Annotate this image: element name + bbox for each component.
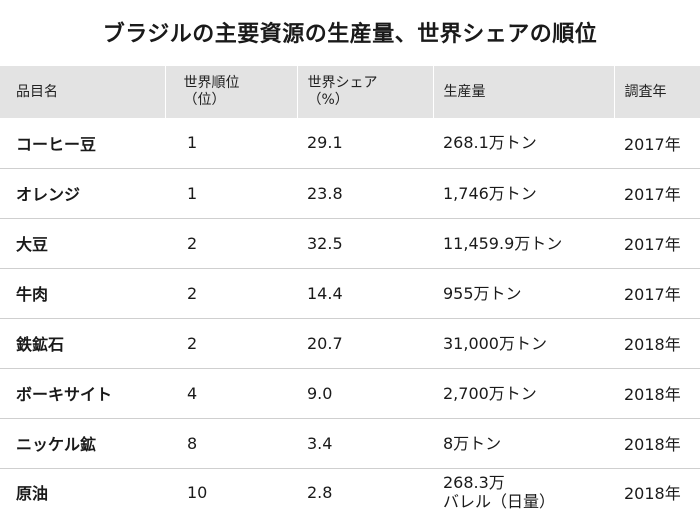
row-production: 955万トン — [433, 268, 614, 318]
row-item-name: 牛肉 — [16, 285, 49, 304]
row-rank: 2 — [187, 333, 198, 353]
row-item-name: 大豆 — [16, 235, 49, 254]
row-production-value: 268.3万 — [443, 473, 505, 493]
row-production-unit: バレル（日量） — [443, 492, 556, 512]
table-row: 原油 10 2.8 268.3万 バレル（日量） 2018年 — [0, 468, 700, 516]
table-row: 鉄鉱石 2 20.7 31,000万トン 2018年 — [0, 318, 700, 368]
row-share: 32.5 — [307, 233, 343, 253]
column-header-rank-label: 世界順位 — [183, 75, 240, 91]
row-production-value: 955万トン — [443, 283, 522, 303]
row-share: 2.8 — [307, 482, 333, 502]
row-year: 2017年 — [624, 285, 681, 304]
row-year: 2018年 — [624, 435, 681, 454]
row-item-name: ニッケル鉱 — [16, 435, 97, 454]
row-production-value: 8万トン — [443, 433, 502, 453]
column-header-share: 世界シェア （%） — [297, 66, 434, 118]
row-rank: 1 — [187, 183, 198, 203]
row-year: 2018年 — [624, 385, 681, 404]
row-year: 2017年 — [624, 134, 681, 154]
row-production: 268.3万 バレル（日量） — [433, 468, 614, 516]
table-row: ニッケル鉱 8 3.4 8万トン 2018年 — [0, 418, 700, 468]
row-rank: 1 — [187, 133, 198, 153]
row-rank: 4 — [187, 383, 198, 403]
column-header-production-label: 生産量 — [443, 83, 486, 100]
table-header: 品目名 世界順位 （位） 世界シェア （%） 生産量 調査年 — [0, 66, 700, 118]
row-year: 2017年 — [624, 185, 681, 204]
table-row: コーヒー豆 1 29.1 268.1万トン 2017年 — [0, 118, 700, 168]
column-header-item: 品目名 — [0, 66, 166, 118]
row-item-name: 鉄鉱石 — [16, 335, 65, 354]
column-header-share-label: 世界シェア — [307, 75, 378, 91]
column-header-rank-unit: （位） — [183, 92, 226, 108]
row-item-name: コーヒー豆 — [16, 134, 97, 154]
column-header-rank: 世界順位 （位） — [165, 66, 298, 118]
row-share: 9.0 — [307, 383, 333, 403]
row-production: 11,459.9万トン — [433, 218, 614, 268]
page-title: ブラジルの主要資源の生産量、世界シェアの順位 — [102, 22, 598, 47]
row-rank: 2 — [187, 233, 198, 253]
table-body: コーヒー豆 1 29.1 268.1万トン 2017年 オレンジ 1 23.8 … — [0, 118, 700, 516]
row-year: 2018年 — [624, 484, 681, 504]
row-share: 20.7 — [307, 333, 343, 353]
row-rank: 2 — [187, 283, 198, 303]
row-item-name: オレンジ — [16, 185, 81, 204]
table-row: 牛肉 2 14.4 955万トン 2017年 — [0, 268, 700, 318]
table-row: オレンジ 1 23.8 1,746万トン 2017年 — [0, 168, 700, 218]
row-share: 23.8 — [307, 183, 343, 203]
row-production: 8万トン — [433, 418, 614, 468]
row-share: 3.4 — [307, 433, 333, 453]
table-row: 大豆 2 32.5 11,459.9万トン 2017年 — [0, 218, 700, 268]
row-production-value: 2,700万トン — [443, 383, 537, 403]
row-production: 31,000万トン — [433, 318, 614, 368]
row-rank: 10 — [187, 482, 208, 502]
column-header-share-unit: （%） — [307, 92, 349, 108]
header-row: 品目名 世界順位 （位） 世界シェア （%） 生産量 調査年 — [0, 66, 700, 118]
column-header-item-label: 品目名 — [16, 83, 58, 100]
row-production: 1,746万トン — [433, 168, 614, 218]
row-item-name: ボーキサイト — [16, 385, 113, 404]
column-header-year-label: 調査年 — [624, 83, 667, 100]
row-year: 2017年 — [624, 235, 681, 254]
row-production-value: 11,459.9万トン — [443, 233, 563, 253]
row-production-value: 1,746万トン — [443, 183, 537, 203]
row-production-value: 31,000万トン — [443, 333, 547, 353]
row-production: 268.1万トン — [433, 118, 614, 168]
row-year: 2018年 — [624, 335, 681, 354]
column-header-production: 生産量 — [433, 66, 615, 118]
row-rank: 8 — [187, 433, 198, 453]
row-item-name: 原油 — [16, 484, 49, 504]
row-share: 29.1 — [307, 133, 343, 153]
row-share: 14.4 — [307, 283, 343, 303]
resources-table: 品目名 世界順位 （位） 世界シェア （%） 生産量 調査年 コーヒー豆 1 2… — [0, 66, 700, 516]
column-header-year: 調査年 — [614, 66, 700, 118]
row-production: 2,700万トン — [433, 368, 614, 418]
table-row: ボーキサイト 4 9.0 2,700万トン 2018年 — [0, 368, 700, 418]
row-production-value: 268.1万トン — [443, 133, 537, 153]
